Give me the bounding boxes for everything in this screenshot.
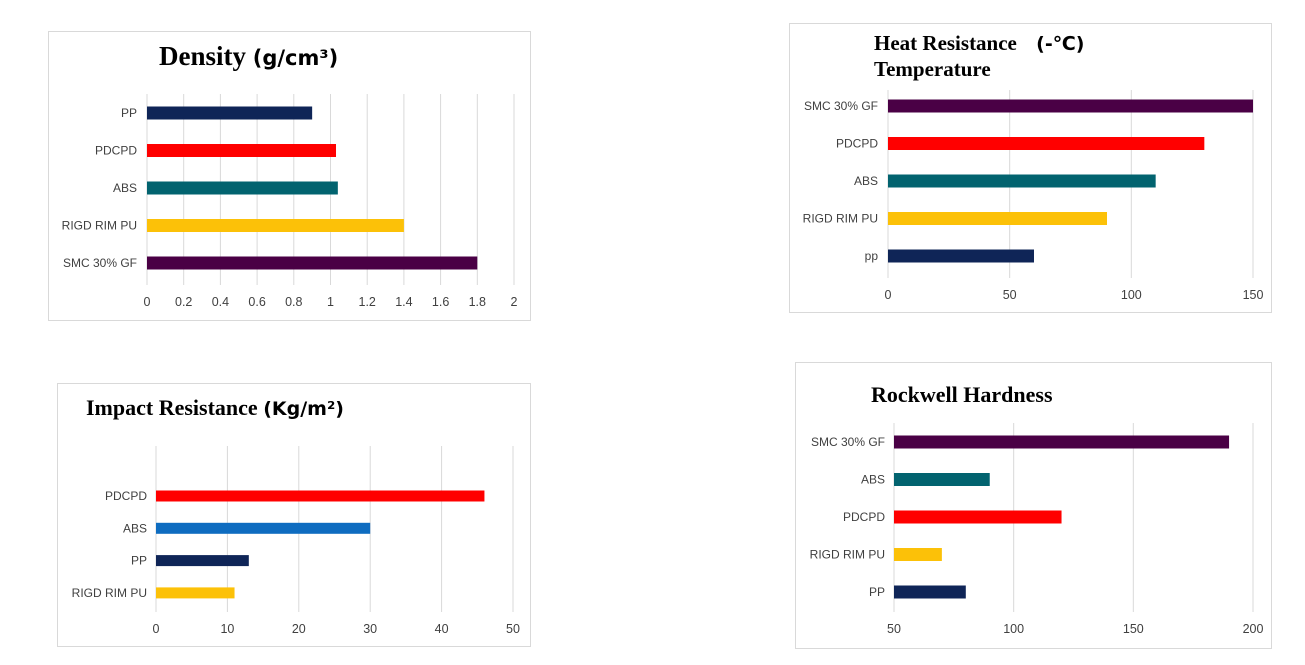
impact-tick-label: 10: [220, 622, 234, 636]
impact-resistance-chart-panel: Impact Resistance (Kg/m²) 0 10 20 30 40 50 PDC…: [57, 383, 531, 647]
density-tick-label: 2: [511, 295, 518, 309]
density-chart-panel: Density (g/cm³) 0 0.2 0.4 0.6 0.8 1 1.2 1.4 1.6 1…: [48, 31, 531, 321]
heat-resistance-chart-panel: Heat Resistance (-℃) Temperature 0 50 100 1…: [789, 23, 1272, 313]
heat-category-label: PDCPD: [836, 137, 878, 151]
heat-bar-smc-30-gf: [888, 99, 1253, 113]
density-tick-label: 0.6: [248, 295, 265, 309]
heat-category-label: pp: [865, 249, 879, 263]
density-category-label: PDCPD: [95, 144, 137, 158]
impact-category-label: PP: [131, 554, 147, 568]
rockwell-bar-pp: [894, 585, 966, 599]
rockwell-tick-label: 200: [1243, 622, 1264, 636]
density-bar-pdcpd: [147, 144, 337, 157]
density-bar-abs: [147, 181, 338, 195]
heat-tick-label: 100: [1121, 288, 1142, 302]
heat-tick-label: 0: [885, 288, 892, 302]
density-tick-label: 0.4: [212, 295, 229, 309]
rockwell-bar-rigd-rim-pu: [894, 548, 942, 561]
density-category-label: ABS: [113, 181, 137, 195]
density-title-unit: (g/cm³): [252, 46, 339, 70]
density-chart-title: Density (g/cm³): [159, 41, 338, 72]
density-tick-label: 1.8: [469, 295, 486, 309]
impact-tick-label: 0: [153, 622, 160, 636]
impact-title-unit: (Kg/m²): [263, 398, 344, 420]
impact-category-label: ABS: [123, 521, 147, 535]
impact-title-text: Impact Resistance: [86, 395, 258, 420]
density-tick-label: 0: [144, 295, 151, 309]
rockwell-category-label: PDCPD: [843, 510, 885, 524]
rockwell-bar-pdcpd: [894, 510, 1062, 524]
density-bar-rigd-rim-pu: [147, 219, 404, 232]
impact-tick-label: 30: [363, 622, 377, 636]
heat-bar-abs: [888, 174, 1156, 188]
density-tick-label: 0.8: [285, 295, 302, 309]
rockwell-category-label: PP: [869, 585, 885, 599]
impact-bar-pdcpd: [156, 490, 485, 502]
heat-chart-title: Heat Resistance (-℃) Temperature: [874, 31, 1084, 82]
heat-tick-label: 150: [1243, 288, 1264, 302]
heat-category-label: RIGD RIM PU: [803, 212, 878, 226]
density-chart-svg: 0 0.2 0.4 0.6 0.8 1 1.2 1.4 1.6 1.8 2 PP PDCPD ABS RIG…: [62, 94, 518, 309]
heat-bar-pp: [888, 249, 1034, 263]
density-bar-smc-30-gf: [147, 256, 478, 270]
rockwell-category-label: ABS: [861, 473, 885, 487]
impact-category-label: PDCPD: [105, 489, 147, 503]
heat-bar-rigd-rim-pu: [888, 212, 1107, 225]
density-tick-label: 1: [327, 295, 334, 309]
density-tick-label: 1.2: [359, 295, 376, 309]
rockwell-chart-svg: 50 100 150 200 SMC 30% GF ABS PDCPD RIGD RIM PU…: [810, 423, 1264, 636]
density-title-text: Density: [159, 41, 246, 71]
density-category-label: SMC 30% GF: [63, 256, 137, 270]
density-category-label: PP: [121, 106, 137, 120]
impact-chart-svg: 0 10 20 30 40 50 PDCPD ABS PP RIGD RIM PU: [72, 446, 520, 636]
density-tick-label: 1.6: [432, 295, 449, 309]
rockwell-category-label: RIGD RIM PU: [810, 548, 885, 562]
impact-category-label: RIGD RIM PU: [72, 586, 147, 600]
heat-title-unit: (-℃): [1036, 33, 1085, 55]
heat-category-label: ABS: [854, 174, 878, 188]
rockwell-category-label: SMC 30% GF: [811, 435, 885, 449]
impact-tick-label: 20: [292, 622, 306, 636]
impact-bar-abs: [156, 522, 371, 534]
impact-chart-title: Impact Resistance (Kg/m²): [86, 395, 344, 421]
heat-chart-svg: 0 50 100 150 SMC 30% GF PDCPD ABS RIGD RIM PU pp: [803, 90, 1264, 302]
impact-bar-rigd-rim-pu: [156, 587, 235, 599]
impact-tick-label: 50: [506, 622, 520, 636]
heat-bar-pdcpd: [888, 137, 1205, 150]
impact-bar-pp: [156, 555, 249, 567]
density-category-label: RIGD RIM PU: [62, 219, 137, 233]
density-tick-label: 1.4: [395, 295, 412, 309]
impact-tick-label: 40: [435, 622, 449, 636]
rockwell-tick-label: 150: [1123, 622, 1144, 636]
density-bar-pp: [147, 106, 313, 120]
density-tick-label: 0.2: [175, 295, 192, 309]
rockwell-bar-abs: [894, 473, 990, 486]
rockwell-bar-smc-30-gf: [894, 435, 1230, 449]
heat-title-line2: Temperature: [874, 57, 991, 81]
rockwell-tick-label: 100: [1003, 622, 1024, 636]
rockwell-tick-label: 50: [887, 622, 901, 636]
rockwell-hardness-chart-panel: Rockwell Hardness 50 100 150 200 SMC 30% GF A…: [795, 362, 1272, 649]
rockwell-title-text: Rockwell Hardness: [871, 382, 1053, 407]
heat-tick-label: 50: [1003, 288, 1017, 302]
heat-title-line1: Heat Resistance: [874, 31, 1017, 55]
heat-category-label: SMC 30% GF: [804, 99, 878, 113]
rockwell-chart-title: Rockwell Hardness: [871, 382, 1053, 408]
